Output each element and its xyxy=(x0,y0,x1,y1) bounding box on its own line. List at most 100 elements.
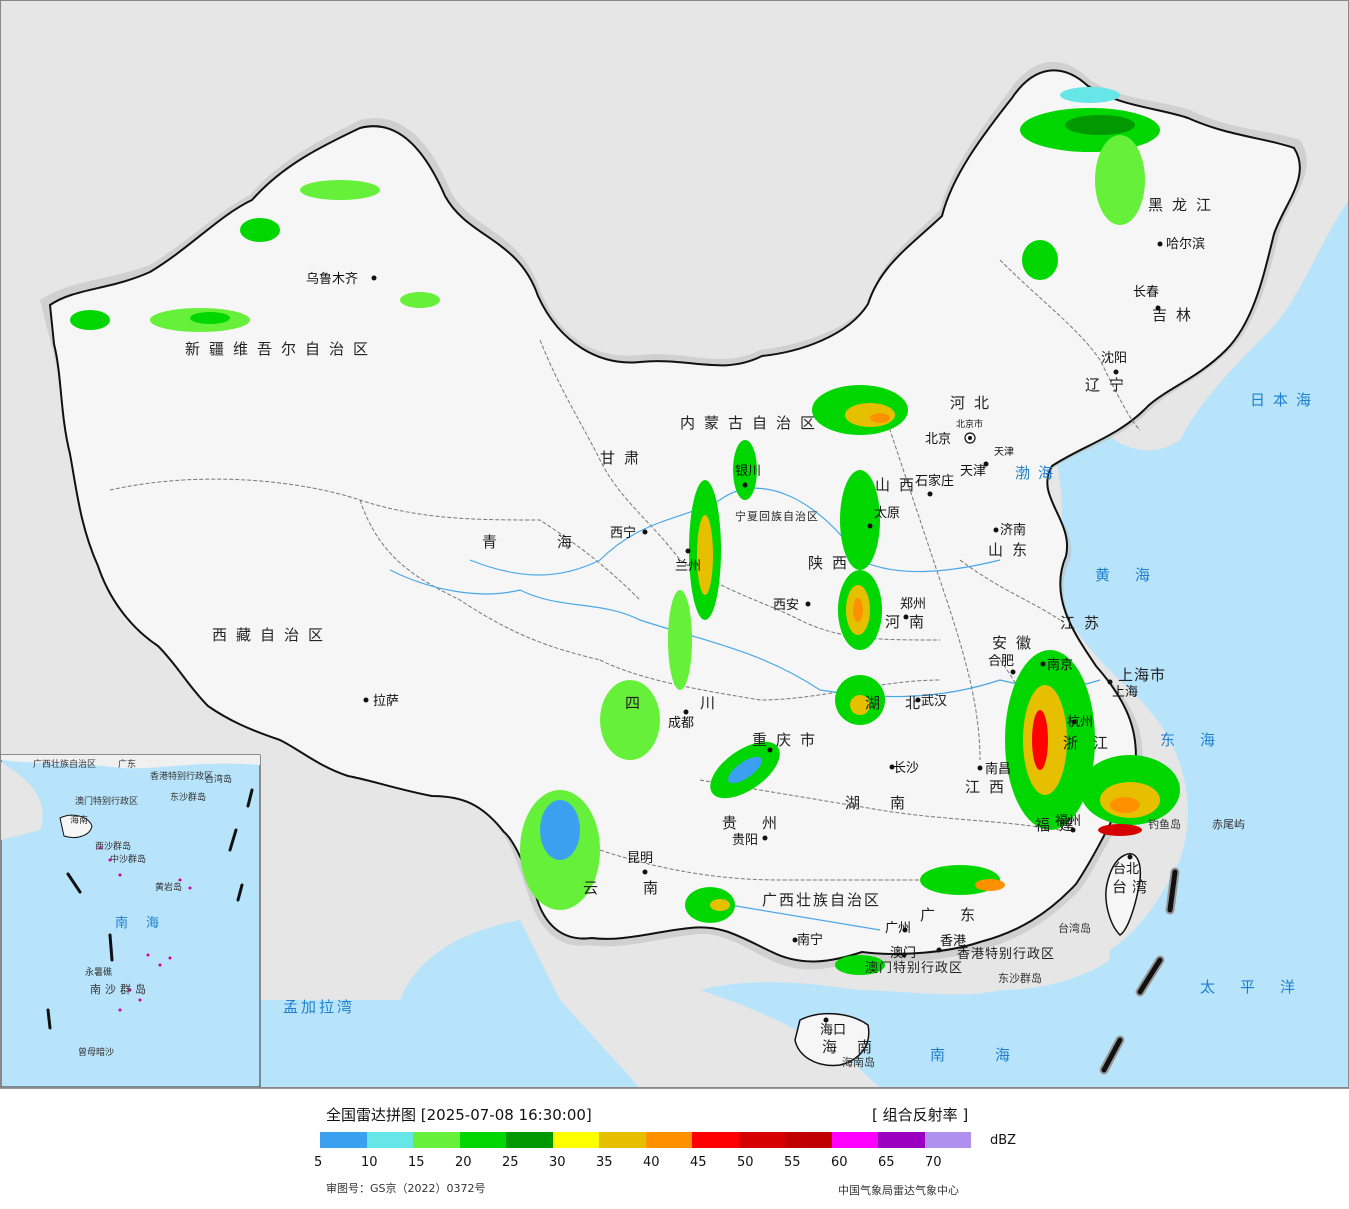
label-guangxi: 广西壮族自治区 xyxy=(762,891,881,909)
maritime-boundary xyxy=(1099,867,1180,1075)
label-hainan: 海南 xyxy=(822,1038,892,1056)
island-taiwan: 台湾岛 xyxy=(1058,921,1091,935)
inset-label-south-sea: 南海 xyxy=(115,915,177,931)
city-haikou: 海口 xyxy=(820,1023,846,1038)
legend-swatch xyxy=(738,1132,785,1148)
city-xining: 西宁 xyxy=(610,525,636,541)
inset-label-macao: 澳门特别行政区 xyxy=(75,795,138,807)
label-neimenggu: 内蒙古自治区 xyxy=(680,414,824,432)
sea-bohai: 渤海 xyxy=(1015,464,1061,482)
label-hebei: 河北 xyxy=(950,394,998,412)
label-sichuan: 四川 xyxy=(625,694,775,712)
island-hainan: 海南岛 xyxy=(842,1055,875,1069)
label-beijingshi: 北京市 xyxy=(956,418,983,430)
legend-tick: 40 xyxy=(643,1155,660,1170)
island-dongsha: 东沙群岛 xyxy=(998,971,1042,985)
legend-swatch xyxy=(599,1132,646,1148)
label-jiangsu: 江苏 xyxy=(1060,614,1108,632)
city-shijiazhuang: 石家庄 xyxy=(915,473,954,489)
echo-cluster-chongqing-sichuan xyxy=(600,680,780,799)
city-shanghai: 上海 xyxy=(1112,685,1138,700)
color-scale xyxy=(320,1132,971,1148)
city-lanzhou: 兰州 xyxy=(675,559,701,574)
inset-label-huangyan: 黄岩岛 xyxy=(155,881,182,893)
city-hangzhou: 杭州 xyxy=(1067,715,1093,730)
echo-cluster-shanxi-henan xyxy=(835,470,885,725)
legend-swatch xyxy=(459,1132,506,1148)
city-taipei: 台北 xyxy=(1113,862,1139,877)
map-title: 全国雷达拼图 [2025-07-08 16:30:00] xyxy=(326,1106,592,1124)
label-henan: 河南 xyxy=(885,613,933,631)
island-chiwei: 赤尾屿 xyxy=(1212,818,1245,831)
approval-number: 审图号：GS京（2022）0372号 xyxy=(326,1182,486,1195)
unit-label: dBZ xyxy=(990,1133,1017,1148)
label-guizhou: 贵州 xyxy=(722,814,802,832)
city-hongkong: 香港 xyxy=(940,934,966,949)
label-chongqing: 重庆市 xyxy=(752,731,824,749)
label-shanghai: 上海市 xyxy=(1118,666,1166,684)
legend-panel xyxy=(0,1088,1349,1209)
label-yunnan: 云南 xyxy=(583,879,703,897)
city-changchun: 长春 xyxy=(1133,285,1159,300)
label-ningxia: 宁夏回族自治区 xyxy=(735,509,819,523)
radar-echoes xyxy=(70,87,1180,975)
legend-tick: 50 xyxy=(737,1155,754,1170)
label-xizang: 西藏自治区 xyxy=(212,626,332,644)
label-macao-sar: 澳门特别行政区 xyxy=(865,960,963,976)
city-urumqi: 乌鲁木齐 xyxy=(306,271,358,287)
inset-label-nansha: 南沙群岛 xyxy=(90,982,150,996)
label-tianjin-prov: 天津 xyxy=(994,446,1014,458)
city-lhasa: 拉萨 xyxy=(373,694,399,709)
legend-tick: 15 xyxy=(408,1155,425,1170)
sea-south: 南海 xyxy=(930,1046,1060,1064)
city-beijing: 北京 xyxy=(925,432,951,447)
legend-tick: 35 xyxy=(596,1155,613,1170)
legend-swatch xyxy=(645,1132,692,1148)
legend-swatch xyxy=(878,1132,925,1148)
label-gansu: 甘肃 xyxy=(600,449,648,467)
inset-label-hongkong: 香港特别行政区 xyxy=(150,770,213,782)
legend-tick: 5 xyxy=(314,1155,323,1170)
legend-swatch xyxy=(366,1132,413,1148)
echo-cluster-east-china xyxy=(1005,650,1180,836)
legend-tick: 45 xyxy=(690,1155,707,1170)
label-taiwan: 台湾 xyxy=(1112,878,1152,896)
city-yinchuan: 银川 xyxy=(735,464,761,479)
china-land xyxy=(40,61,1307,1067)
inset-label-guangdong: 广东 xyxy=(118,758,136,770)
echo-cluster-gansu-ningxia xyxy=(668,440,757,690)
legend-tick: 30 xyxy=(549,1155,566,1170)
echo-cluster-inner-mongolia-hebei xyxy=(812,385,908,435)
city-zhengzhou: 郑州 xyxy=(900,597,926,612)
city-harbin: 哈尔滨 xyxy=(1166,236,1205,252)
inset-label-zengmu: 曾母暗沙 xyxy=(78,1046,114,1058)
label-shandong: 山东 xyxy=(988,541,1036,559)
city-macao: 澳门 xyxy=(890,945,916,961)
label-jiangxi: 江西 xyxy=(965,778,1013,796)
city-nanjing: 南京 xyxy=(1047,657,1073,673)
city-nanning: 南宁 xyxy=(797,932,823,948)
sea-yellow: 黄海 xyxy=(1095,566,1175,584)
city-guiyang: 贵阳 xyxy=(732,833,758,848)
legend-swatch xyxy=(506,1132,553,1148)
legend-swatch xyxy=(552,1132,599,1148)
legend-swatch xyxy=(785,1132,832,1148)
label-shanxi: 山西 xyxy=(875,476,923,494)
city-kunming: 昆明 xyxy=(627,851,653,866)
sea-bengal: 孟加拉湾 xyxy=(283,998,355,1016)
city-taiyuan: 太原 xyxy=(874,506,900,521)
label-zhejiang: 浙江 xyxy=(1063,734,1123,752)
city-chengdu: 成都 xyxy=(668,716,694,731)
sea-pacific: 太平洋 xyxy=(1200,978,1320,996)
legend-tick: 70 xyxy=(925,1155,942,1170)
label-hongkong-sar: 香港特别行政区 xyxy=(957,947,1055,962)
city-nanchang: 南昌 xyxy=(985,761,1011,777)
city-shenyang: 沈阳 xyxy=(1101,351,1127,366)
legend-swatch xyxy=(831,1132,878,1148)
legend-tick: 25 xyxy=(502,1155,519,1170)
legend-swatch xyxy=(320,1132,367,1148)
label-hunan: 湖南 xyxy=(845,794,935,812)
scale-ticks: 5 10 15 20 25 30 35 40 45 50 55 60 65 70 xyxy=(314,1155,954,1171)
island-diaoyu: 钓鱼岛 xyxy=(1148,817,1181,831)
legend-tick: 65 xyxy=(878,1155,895,1170)
